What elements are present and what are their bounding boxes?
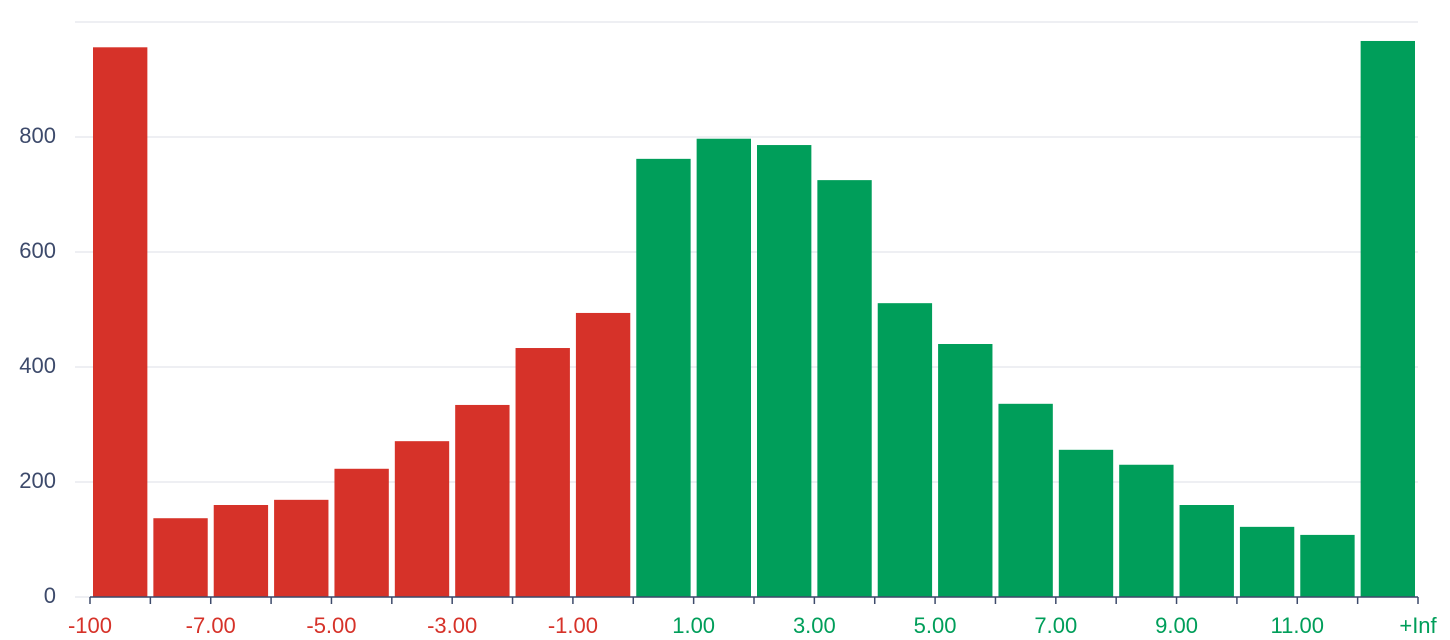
bar xyxy=(696,138,751,597)
y-tick-label: 400 xyxy=(19,353,56,378)
bar xyxy=(636,158,691,597)
x-tick-label: 7.00 xyxy=(1034,613,1077,638)
x-tick-label: -1.00 xyxy=(548,613,598,638)
bar xyxy=(1119,464,1174,597)
x-tick-label: 11.00 xyxy=(1271,613,1324,638)
x-tick-label: 3.00 xyxy=(793,613,836,638)
x-tick-label: +Inf xyxy=(1399,613,1437,638)
bar xyxy=(877,303,933,597)
bar xyxy=(817,180,872,597)
bar xyxy=(757,145,812,598)
bar xyxy=(938,344,993,597)
bar xyxy=(575,312,631,597)
x-tick-label: -3.00 xyxy=(427,613,477,638)
bar xyxy=(1360,40,1415,598)
bar xyxy=(1058,449,1114,597)
bar xyxy=(1300,534,1355,597)
y-tick-label: 200 xyxy=(19,468,56,493)
bar xyxy=(213,505,269,597)
y-tick-label: 0 xyxy=(44,583,56,608)
bar xyxy=(153,518,208,597)
bar xyxy=(334,468,389,597)
bar xyxy=(515,348,570,597)
x-tick-label: 9.00 xyxy=(1155,613,1198,638)
y-tick-label: 800 xyxy=(19,123,56,148)
bar xyxy=(998,403,1053,597)
bar xyxy=(455,404,510,597)
x-tick-label: 1.00 xyxy=(672,613,715,638)
bar xyxy=(1179,505,1234,597)
bar xyxy=(93,47,148,598)
y-tick-label: 600 xyxy=(19,238,56,263)
bar xyxy=(394,441,450,597)
bar xyxy=(1239,526,1295,597)
x-tick-label: -7.00 xyxy=(186,613,236,638)
x-tick-label: 5.00 xyxy=(914,613,957,638)
x-tick-label: -5.00 xyxy=(306,613,356,638)
x-tick-label: -100 xyxy=(68,613,112,638)
bar xyxy=(274,499,329,597)
